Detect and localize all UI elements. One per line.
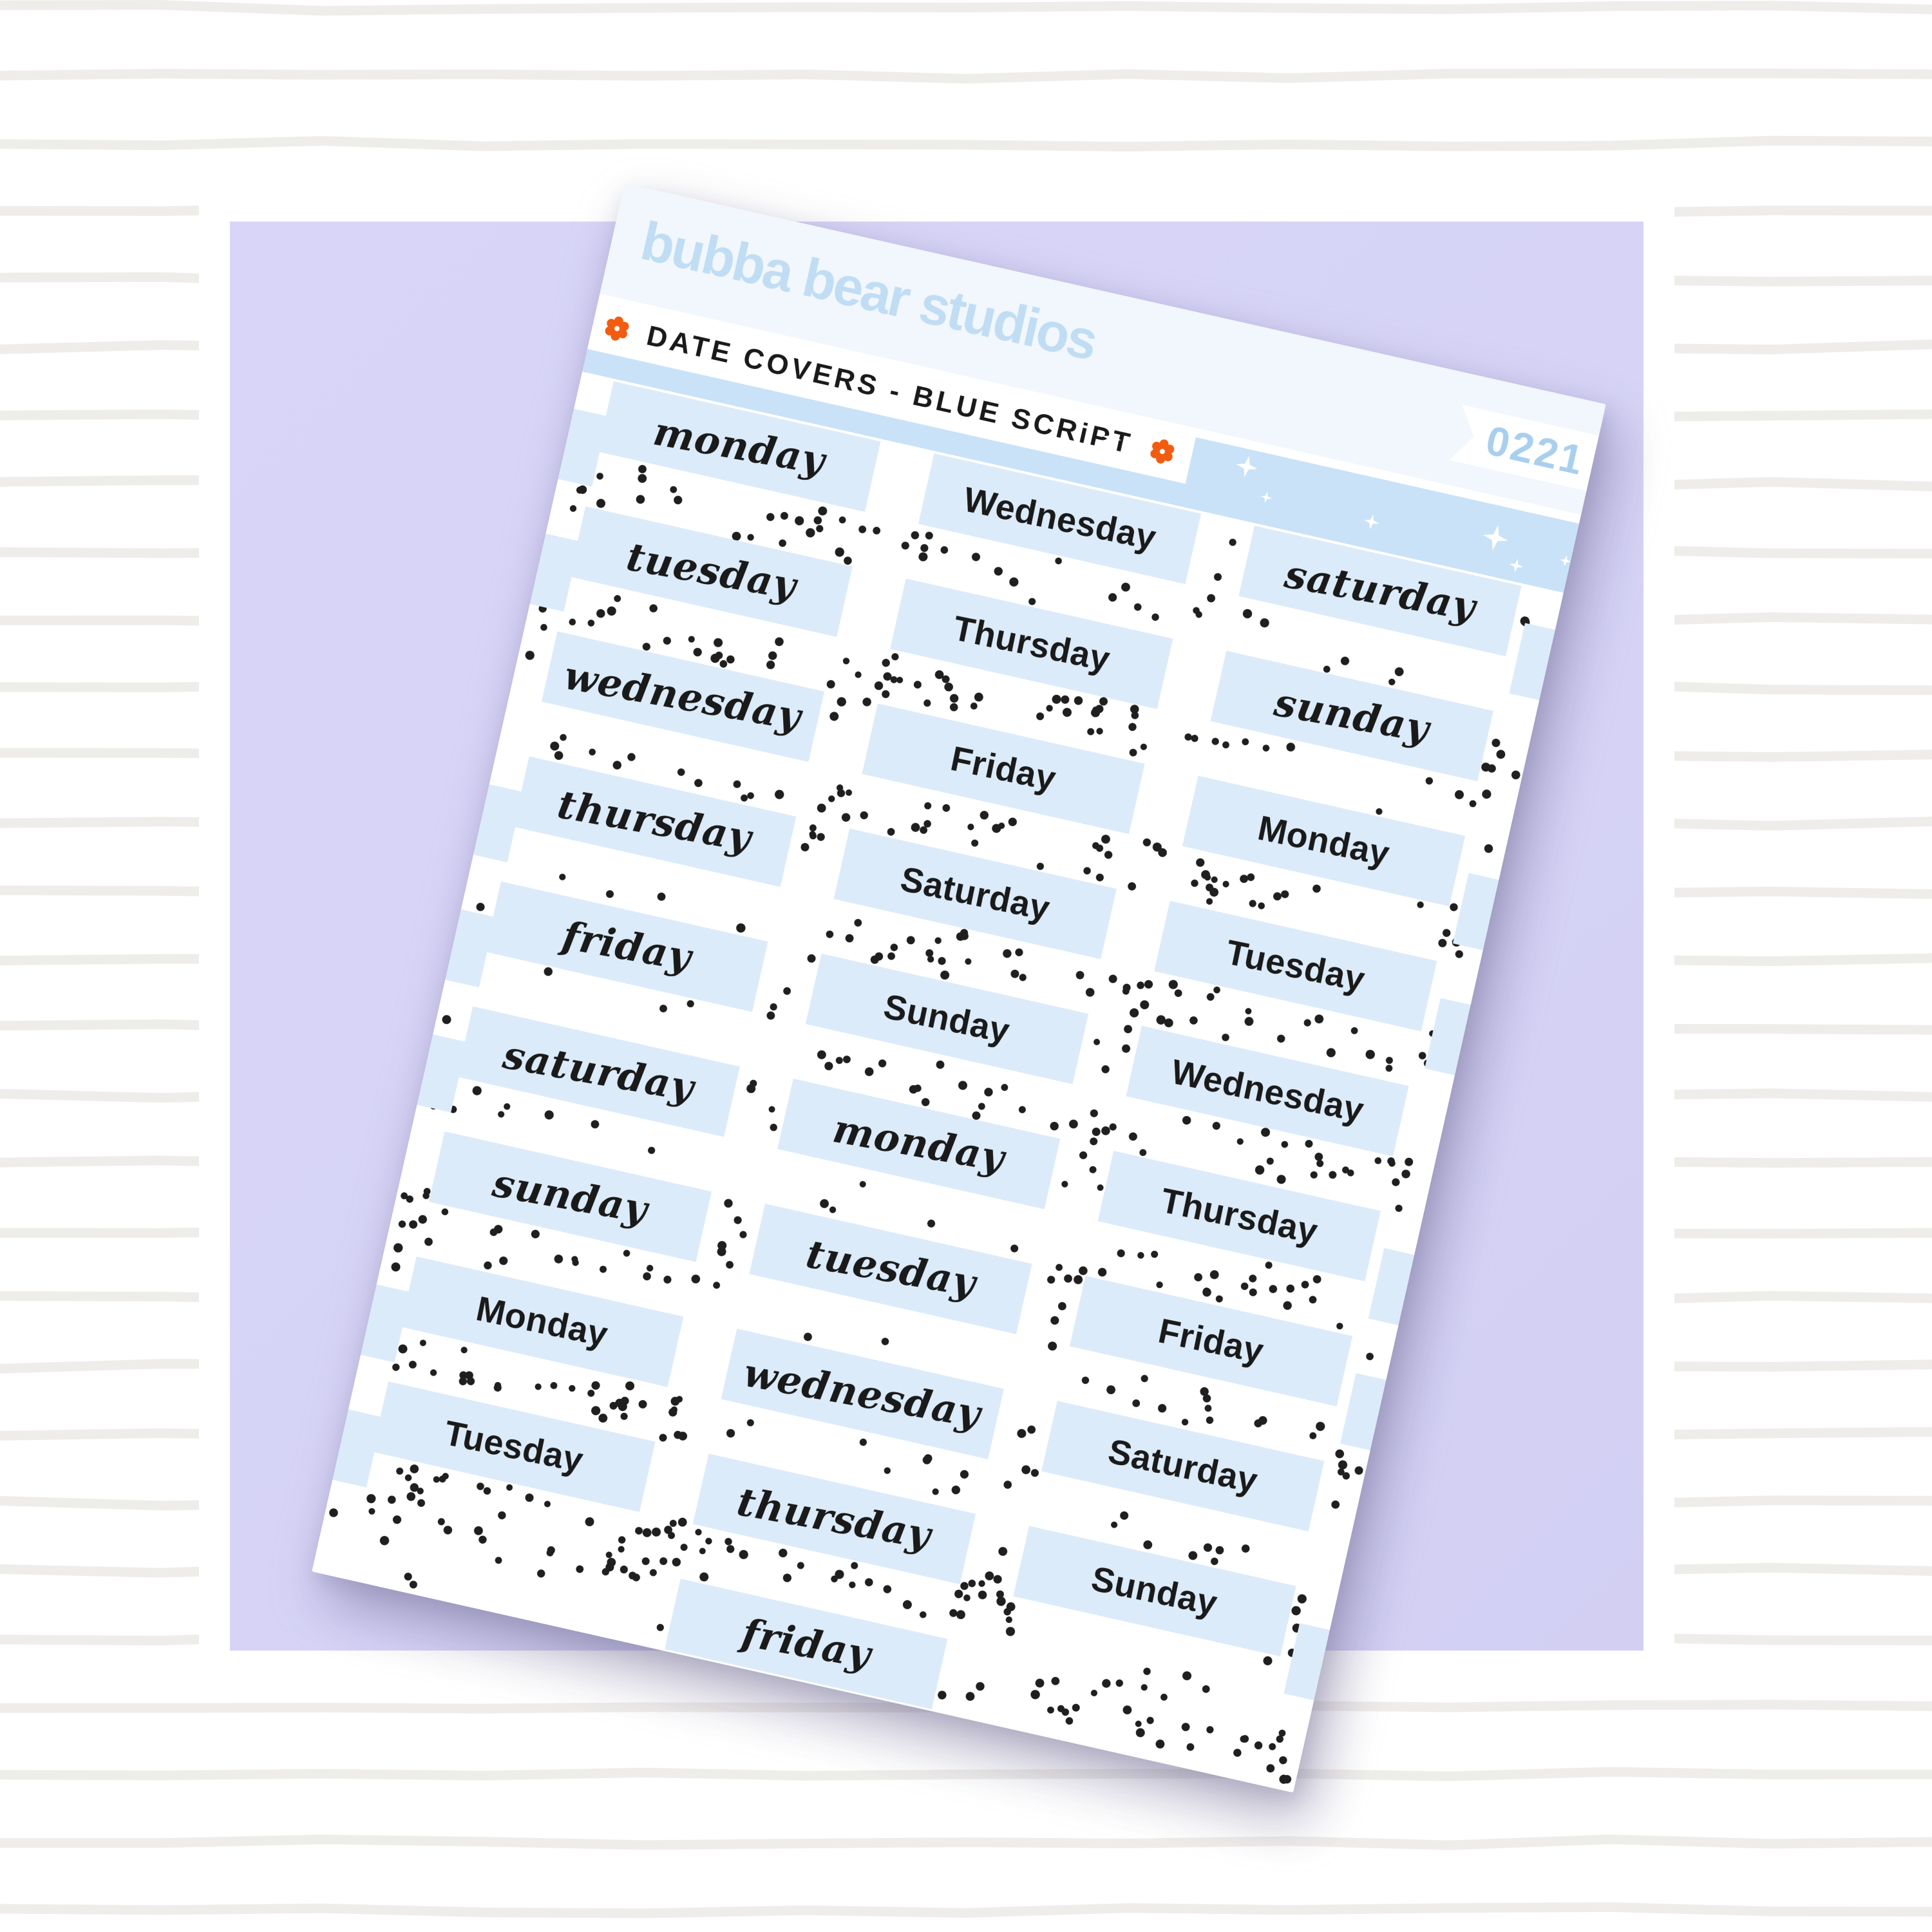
product-title-strip: DATE COVERS - BLUE SCRiPT [587,297,1197,484]
day-sticker-label: Saturday [897,859,1054,929]
day-sticker-label: Friday [947,739,1059,799]
day-sticker-label: Monday [1255,808,1393,874]
dot-pattern [329,465,1530,1784]
day-sticker-label: Friday [1155,1311,1267,1371]
sticker-sheet: bubba bear studios 0221 DATE COV [312,183,1606,1793]
day-sticker-label: friday [738,1610,875,1678]
day-sticker-label: Sunday [1088,1559,1222,1624]
flower-icon [605,316,629,341]
day-sticker-label: Saturday [1104,1432,1261,1501]
day-sticker-label: Tuesday [440,1413,587,1481]
flower-icon [1150,439,1175,464]
day-sticker-label: friday [558,913,695,981]
sticker-sheet-surface: bubba bear studios 0221 DATE COV [312,183,1606,1792]
day-sticker-label: Tuesday [1222,933,1368,999]
header-band: DATE COVERS - BLUE SCRiPT [582,297,1580,593]
day-sticker-label: Monday [473,1289,612,1354]
day-sticker-label: Sunday [880,987,1014,1051]
